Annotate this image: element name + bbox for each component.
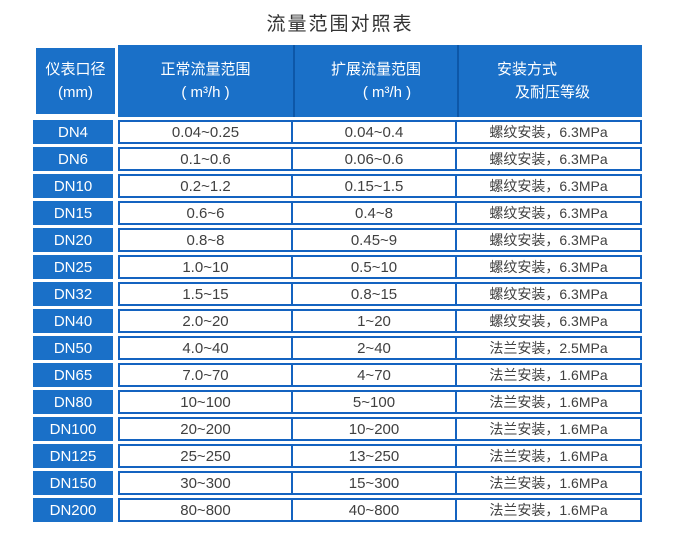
table-row: DN200 80~800 40~800 法兰安装，1.6MPa	[33, 498, 642, 522]
table-body: DN4 0.04~0.25 0.04~0.4 螺纹安装，6.3MPa DN6 0…	[33, 120, 642, 522]
cell-extended-range: 5~100	[293, 390, 457, 414]
header-install-line2: 及耐压等级	[515, 84, 591, 101]
cell-normal-range: 80~800	[118, 498, 293, 522]
cell-normal-range: 0.8~8	[118, 228, 293, 252]
cell-installation: 法兰安装，2.5MPa	[457, 336, 642, 360]
table-row: DN10 0.2~1.2 0.15~1.5 螺纹安装，6.3MPa	[33, 174, 642, 198]
cell-extended-range: 0.5~10	[293, 255, 457, 279]
cell-installation: 法兰安装，1.6MPa	[457, 471, 642, 495]
cell-diameter: DN50	[33, 336, 113, 360]
cell-diameter: DN200	[33, 498, 113, 522]
cell-installation: 螺纹安装，6.3MPa	[457, 282, 642, 306]
cell-normal-range: 25~250	[118, 444, 293, 468]
cell-extended-range: 0.15~1.5	[293, 174, 457, 198]
table-row: DN20 0.8~8 0.45~9 螺纹安装，6.3MPa	[33, 228, 642, 252]
cell-extended-range: 0.45~9	[293, 228, 457, 252]
cell-diameter: DN125	[33, 444, 113, 468]
cell-normal-range: 1.0~10	[118, 255, 293, 279]
cell-extended-range: 40~800	[293, 498, 457, 522]
cell-installation: 法兰安装，1.6MPa	[457, 498, 642, 522]
page-title: 流量范围对照表	[266, 14, 414, 35]
cell-installation: 螺纹安装，6.3MPa	[457, 174, 642, 198]
cell-installation: 法兰安装，1.6MPa	[457, 417, 642, 441]
cell-normal-range: 0.04~0.25	[118, 120, 293, 144]
header-diameter-line1: 仪表口径	[45, 60, 106, 78]
cell-installation: 螺纹安装，6.3MPa	[457, 147, 642, 171]
cell-extended-range: 0.4~8	[293, 201, 457, 225]
cell-normal-range: 20~200	[118, 417, 293, 441]
flow-range-table: 仪表口径 (mm) 正常流量范围 ( m³/h ) 扩展流量范围 ( m³/h …	[33, 45, 642, 522]
cell-diameter: DN80	[33, 390, 113, 414]
table-row: DN150 30~300 15~300 法兰安装，1.6MPa	[33, 471, 642, 495]
cell-normal-range: 30~300	[118, 471, 293, 495]
header-cell-extended-range: 扩展流量范围 ( m³/h )	[293, 45, 457, 117]
header-diameter-line2: (mm)	[58, 84, 93, 101]
cell-installation: 法兰安装，1.6MPa	[457, 363, 642, 387]
cell-diameter: DN15	[33, 201, 113, 225]
cell-extended-range: 13~250	[293, 444, 457, 468]
cell-diameter: DN10	[33, 174, 113, 198]
cell-installation: 螺纹安装，6.3MPa	[457, 201, 642, 225]
table-row: DN50 4.0~40 2~40 法兰安装，2.5MPa	[33, 336, 642, 360]
cell-extended-range: 4~70	[293, 363, 457, 387]
header-normal-line2: ( m³/h )	[181, 84, 230, 101]
table-row: DN40 2.0~20 1~20 螺纹安装，6.3MPa	[33, 309, 642, 333]
cell-diameter: DN6	[33, 147, 113, 171]
cell-extended-range: 15~300	[293, 471, 457, 495]
header-cell-diameter: 仪表口径 (mm)	[33, 45, 118, 117]
table-row: DN125 25~250 13~250 法兰安装，1.6MPa	[33, 444, 642, 468]
cell-normal-range: 0.6~6	[118, 201, 293, 225]
cell-normal-range: 2.0~20	[118, 309, 293, 333]
cell-normal-range: 4.0~40	[118, 336, 293, 360]
header-cell-installation: 安装方式 及耐压等级	[457, 45, 642, 117]
cell-diameter: DN20	[33, 228, 113, 252]
table-row: DN6 0.1~0.6 0.06~0.6 螺纹安装，6.3MPa	[33, 147, 642, 171]
cell-extended-range: 2~40	[293, 336, 457, 360]
cell-diameter: DN40	[33, 309, 113, 333]
table-row: DN65 7.0~70 4~70 法兰安装，1.6MPa	[33, 363, 642, 387]
cell-diameter: DN25	[33, 255, 113, 279]
cell-normal-range: 0.2~1.2	[118, 174, 293, 198]
cell-normal-range: 7.0~70	[118, 363, 293, 387]
cell-diameter: DN4	[33, 120, 113, 144]
table-row: DN15 0.6~6 0.4~8 螺纹安装，6.3MPa	[33, 201, 642, 225]
cell-diameter: DN32	[33, 282, 113, 306]
cell-installation: 螺纹安装，6.3MPa	[457, 255, 642, 279]
cell-installation: 螺纹安装，6.3MPa	[457, 309, 642, 333]
cell-extended-range: 0.8~15	[293, 282, 457, 306]
cell-extended-range: 0.06~0.6	[293, 147, 457, 171]
header-install-line1: 安装方式	[497, 60, 558, 78]
cell-diameter: DN100	[33, 417, 113, 441]
header-cell-normal-range: 正常流量范围 ( m³/h )	[118, 45, 293, 117]
cell-normal-range: 10~100	[118, 390, 293, 414]
cell-installation: 法兰安装，1.6MPa	[457, 444, 642, 468]
cell-installation: 法兰安装，1.6MPa	[457, 390, 642, 414]
table-row: DN4 0.04~0.25 0.04~0.4 螺纹安装，6.3MPa	[33, 120, 642, 144]
header-extended-line1: 扩展流量范围	[330, 60, 421, 78]
cell-normal-range: 1.5~15	[118, 282, 293, 306]
header-normal-line1: 正常流量范围	[160, 60, 251, 78]
table-header-row: 仪表口径 (mm) 正常流量范围 ( m³/h ) 扩展流量范围 ( m³/h …	[33, 45, 642, 117]
cell-installation: 螺纹安装，6.3MPa	[457, 228, 642, 252]
cell-extended-range: 0.04~0.4	[293, 120, 457, 144]
header-extended-line2: ( m³/h )	[362, 84, 412, 101]
cell-extended-range: 10~200	[293, 417, 457, 441]
table-row: DN80 10~100 5~100 法兰安装，1.6MPa	[33, 390, 642, 414]
cell-diameter: DN65	[33, 363, 113, 387]
cell-diameter: DN150	[33, 471, 113, 495]
cell-normal-range: 0.1~0.6	[118, 147, 293, 171]
table-row: DN100 20~200 10~200 法兰安装，1.6MPa	[33, 417, 642, 441]
table-row: DN32 1.5~15 0.8~15 螺纹安装，6.3MPa	[33, 282, 642, 306]
cell-extended-range: 1~20	[293, 309, 457, 333]
table-row: DN25 1.0~10 0.5~10 螺纹安装，6.3MPa	[33, 255, 642, 279]
cell-installation: 螺纹安装，6.3MPa	[457, 120, 642, 144]
